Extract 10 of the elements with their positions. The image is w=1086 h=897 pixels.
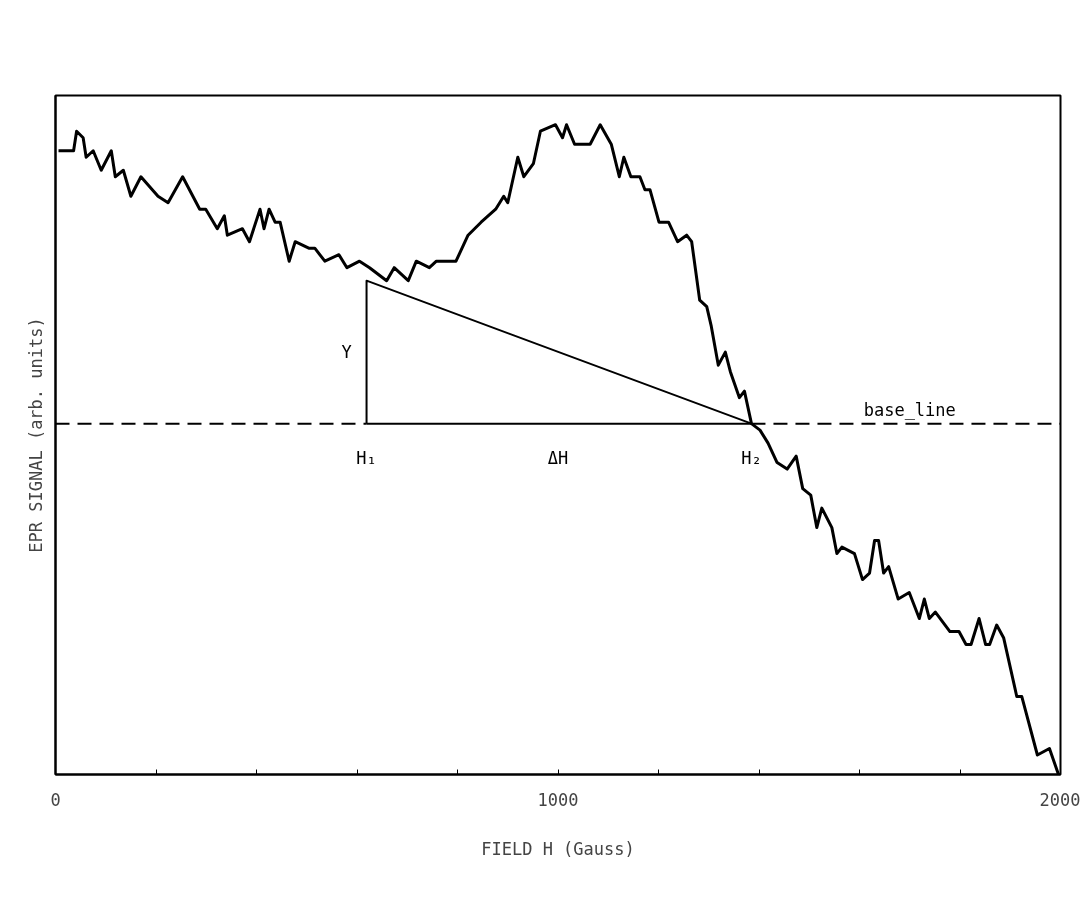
x-tick-label: 0: [50, 789, 61, 810]
annotation: ΔH: [547, 447, 569, 468]
x-tick-label: 1000: [537, 789, 579, 810]
annotation: Y: [341, 342, 352, 363]
x-axis-title: FIELD H (Gauss): [481, 838, 635, 859]
annotation: H₁: [356, 447, 377, 468]
annotation: base_line: [863, 399, 956, 420]
y-axis-title: EPR SIGNAL (arb. units): [25, 317, 46, 553]
x-tick-label: 2000: [1039, 789, 1081, 810]
annotation: H₂: [741, 447, 762, 468]
